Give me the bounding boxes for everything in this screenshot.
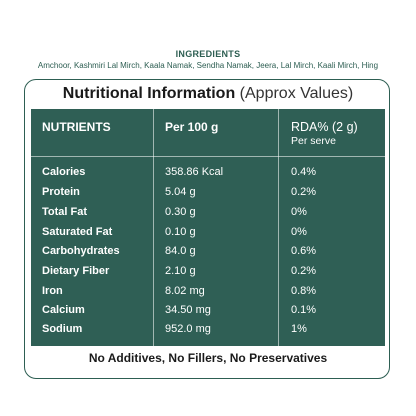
rda-value: 0% [291, 206, 307, 218]
rda-value: 0.6% [291, 245, 317, 257]
per-100g-value: 34.50 mg [165, 304, 211, 316]
per-100g-value: 8.02 mg [165, 285, 205, 297]
nutrition-title-sub: (Approx Values) [239, 85, 354, 102]
rda-value: 0.4% [291, 166, 317, 178]
nutrient-name: Calcium [42, 304, 85, 316]
rda-value: 0.1% [291, 304, 317, 316]
header-rda-sub: Per serve [291, 135, 336, 147]
header-divider [31, 156, 385, 157]
per-100g-value: 5.04 g [165, 186, 196, 198]
column-divider [153, 109, 154, 346]
footer-claim: No Additives, No Fillers, No Preservativ… [88, 351, 328, 365]
nutrition-title-main: Nutritional Information [62, 85, 236, 102]
column-divider [278, 109, 279, 346]
header-per-100g: Per 100 g [165, 120, 219, 134]
table-row: Saturated Fat 0.10 g 0% [31, 223, 385, 242]
per-100g-value: 2.10 g [165, 265, 196, 277]
per-100g-value: 952.0 mg [165, 323, 211, 335]
rda-value: 0.8% [291, 285, 317, 297]
header-rda-label: RDA% (2 g) [291, 120, 358, 134]
table-row: Calories 358.86 Kcal 0.4% [31, 163, 385, 182]
per-100g-value: 358.86 Kcal [165, 166, 224, 178]
table-row: Iron 8.02 mg 0.8% [31, 282, 385, 301]
nutrition-table: NUTRIENTS Per 100 g RDA% (2 g) Per serve… [31, 109, 385, 346]
table-row: Carbohydrates 84.0 g 0.6% [31, 242, 385, 261]
table-row: Dietary Fiber 2.10 g 0.2% [31, 262, 385, 281]
table-row: Protein 5.04 g 0.2% [31, 183, 385, 202]
nutrient-name: Sodium [42, 323, 83, 335]
table-row: Sodium 952.0 mg 1% [31, 320, 385, 339]
nutrient-name: Saturated Fat [42, 226, 113, 238]
nutrient-name: Calories [42, 166, 86, 178]
per-100g-value: 84.0 g [165, 245, 196, 257]
header-rda: RDA% (2 g) [291, 120, 358, 134]
nutrient-name: Iron [42, 285, 63, 297]
per-100g-value: 0.30 g [165, 206, 196, 218]
nutrient-name: Carbohydrates [42, 245, 120, 257]
nutrient-name: Dietary Fiber [42, 265, 110, 277]
rda-value: 1% [291, 323, 307, 335]
per-100g-value: 0.10 g [165, 226, 196, 238]
table-row: Total Fat 0.30 g 0% [31, 203, 385, 222]
nutrition-card-title: Nutritional Information (Approx Values) [0, 85, 416, 103]
table-row: Calcium 34.50 mg 0.1% [31, 301, 385, 320]
rda-value: 0.2% [291, 265, 317, 277]
header-nutrients: NUTRIENTS [42, 120, 111, 134]
ingredients-list: Amchoor, Kashmiri Lal Mirch, Kaala Namak… [37, 61, 379, 70]
nutrient-name: Protein [42, 186, 80, 198]
rda-value: 0.2% [291, 186, 317, 198]
rda-value: 0% [291, 226, 307, 238]
nutrient-name: Total Fat [42, 206, 88, 218]
ingredients-heading: INGREDIENTS [175, 49, 241, 59]
